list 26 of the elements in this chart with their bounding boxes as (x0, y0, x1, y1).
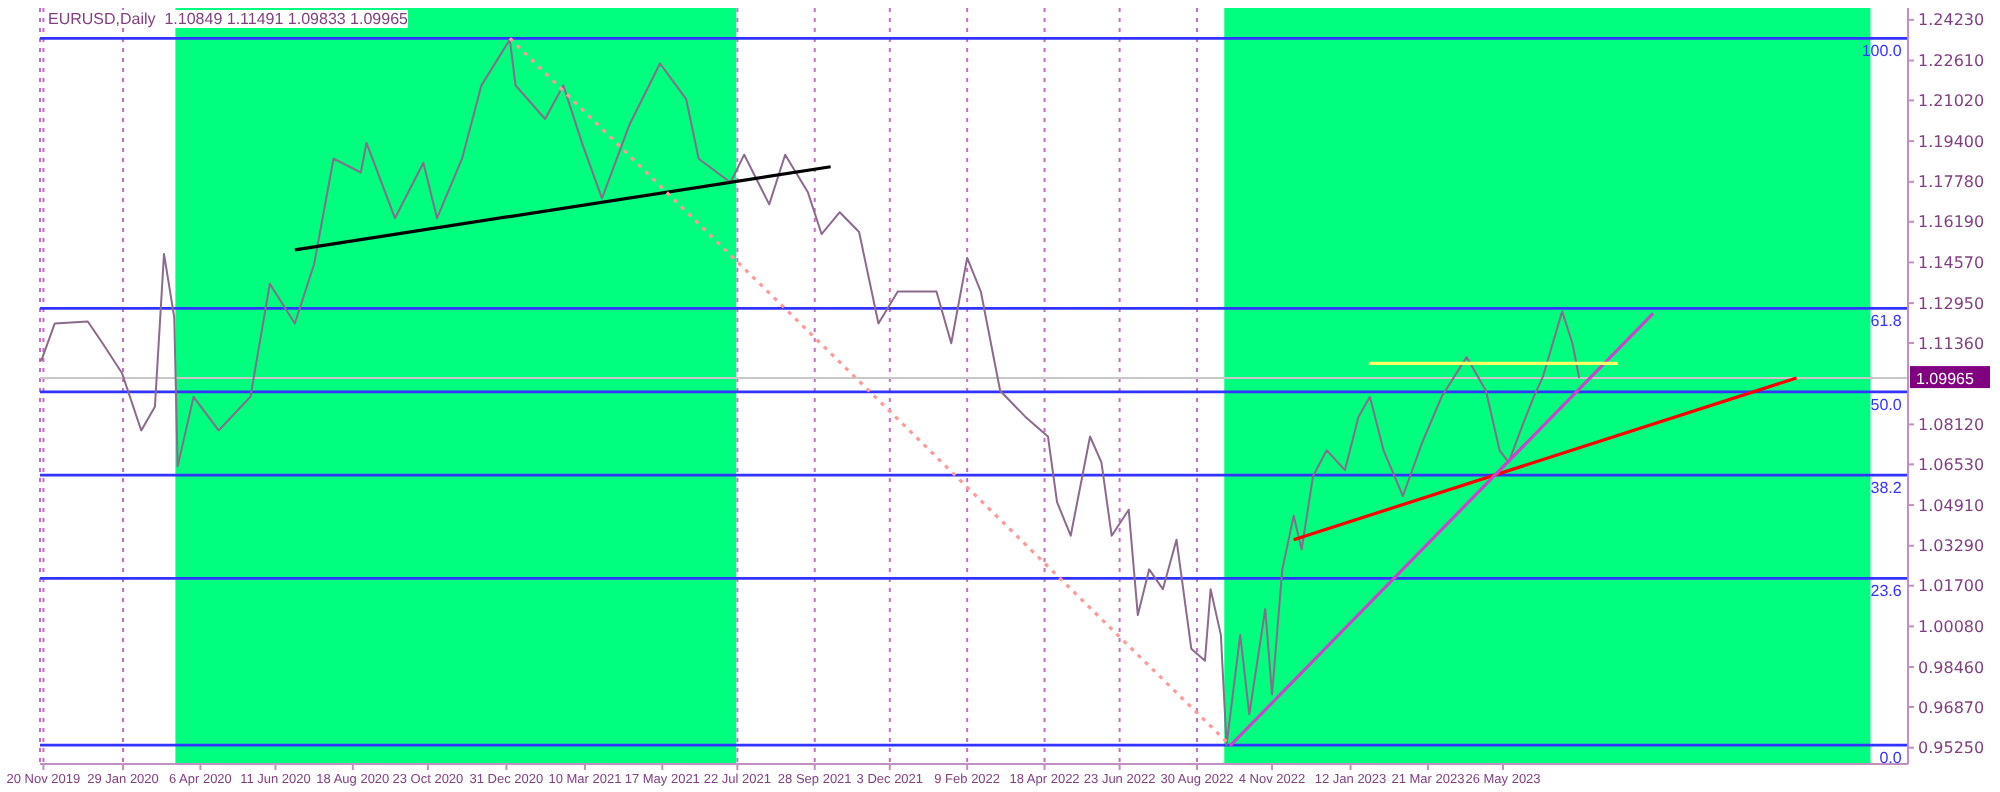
y-tick-label: 1.19400 (1918, 132, 1985, 151)
y-tick-label: 1.17780 (1918, 173, 1985, 192)
y-tick-label: 1.08120 (1918, 416, 1985, 435)
chart-title: EURUSD,Daily 1.10849 1.11491 1.09833 1.09965 (48, 10, 408, 28)
annotation: 23.6 (1870, 582, 1903, 601)
y-tick-label: 1.21020 (1918, 92, 1985, 111)
y-tick-label: 1.12950 (1918, 294, 1985, 313)
y-tick-label: 0.98460 (1918, 658, 1985, 677)
y-tick-label: 1.03290 (1918, 537, 1985, 556)
ref-line-label: 1.09965 (1916, 370, 1975, 389)
y-tick-label: 1.24230 (1918, 11, 1985, 30)
y-tick-label: 0.96870 (1918, 698, 1985, 717)
y-tick-label: 1.01700 (1918, 577, 1985, 596)
annotation: 38.2 (1870, 479, 1903, 498)
y-tick-label: 0.95250 (1918, 739, 1985, 758)
line-series (40, 38, 1581, 746)
y-tick-label: 1.04910 (1918, 496, 1985, 515)
annotation: 61.8 (1870, 312, 1903, 331)
y-tick-label: 1.22610 (1918, 52, 1985, 71)
y-tick-label: 1.16190 (1918, 213, 1985, 232)
y-tick-label: 1.00080 (1918, 618, 1985, 637)
annotation: 0.0 (1879, 749, 1903, 768)
annotation: 50.0 (1870, 395, 1903, 414)
y-tick-label: 1.14570 (1918, 254, 1985, 273)
y-tick-label: 1.06530 (1918, 456, 1985, 475)
y-tick-label: 1.11360 (1918, 334, 1985, 353)
